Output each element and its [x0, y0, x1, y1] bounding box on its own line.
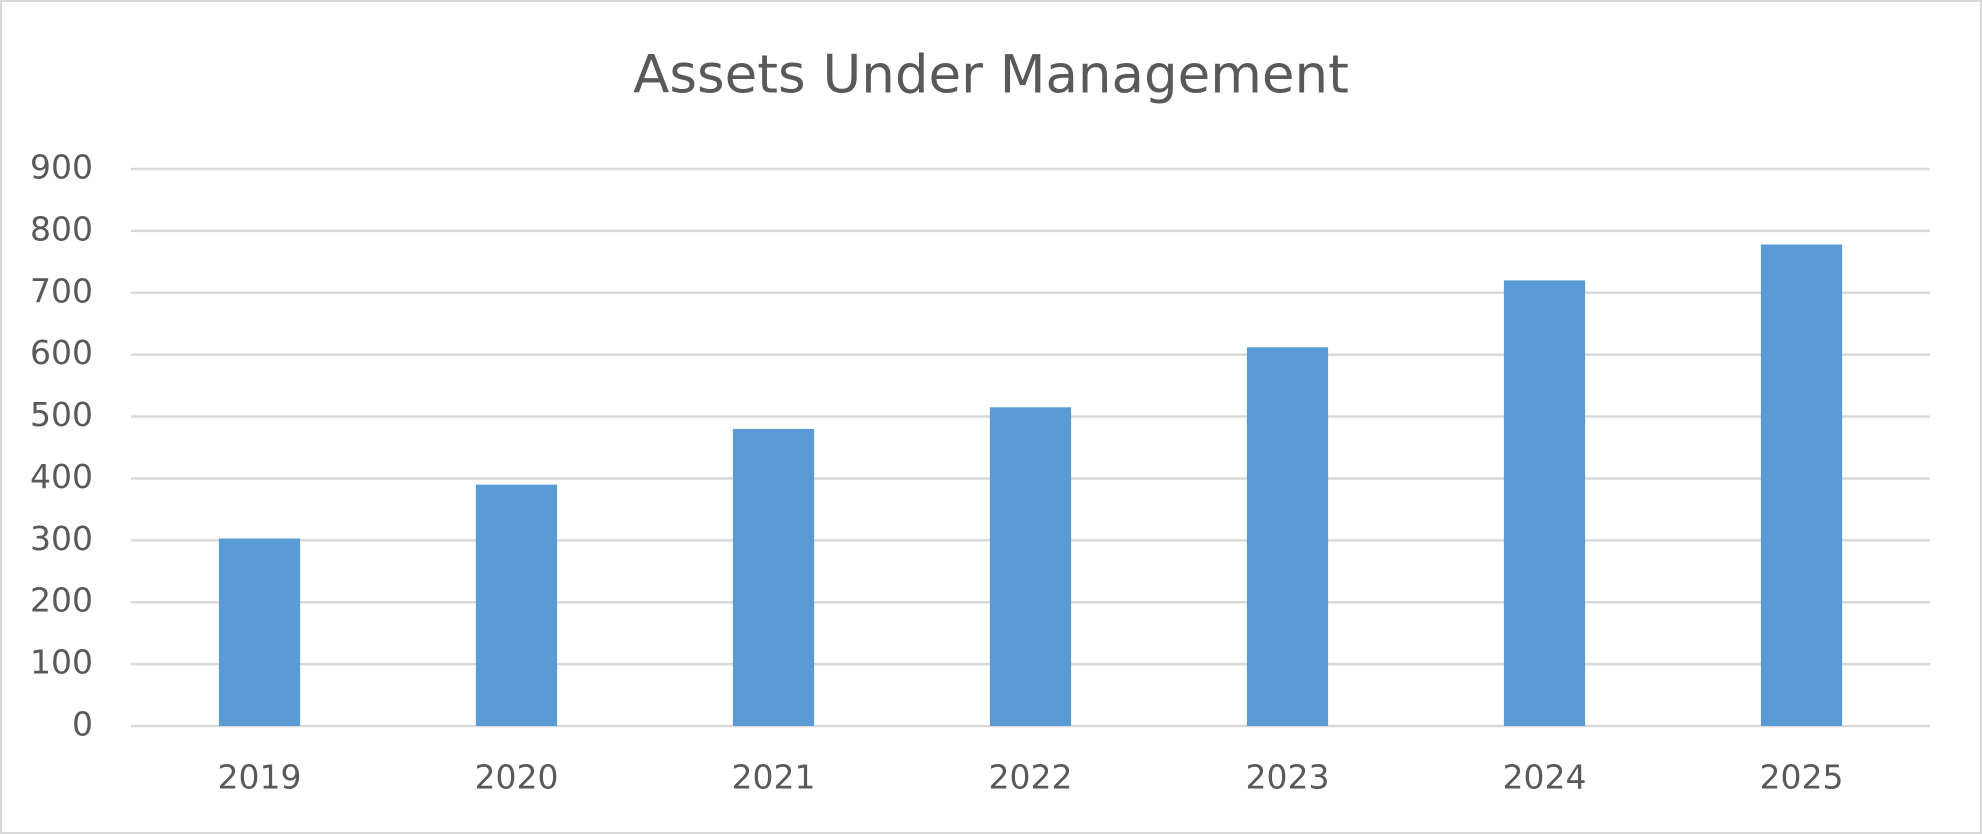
- x-tick-label: 2020: [475, 758, 559, 797]
- bar: [475, 484, 558, 726]
- bar: [732, 428, 815, 726]
- y-tick-label: 100: [30, 643, 93, 682]
- bar: [218, 538, 301, 726]
- y-tick-label: 0: [72, 705, 93, 744]
- x-tick-label: 2022: [989, 758, 1073, 797]
- y-tick-label: 600: [30, 333, 93, 372]
- x-tick-label: 2019: [218, 758, 302, 797]
- bar: [1246, 347, 1329, 726]
- y-tick-label: 900: [30, 148, 93, 187]
- bar: [989, 407, 1072, 726]
- y-tick-label: 300: [30, 519, 93, 558]
- x-tick-label: 2021: [732, 758, 816, 797]
- x-tick-label: 2025: [1760, 758, 1844, 797]
- x-tick-label: 2023: [1246, 758, 1330, 797]
- chart-title: Assets Under Management: [633, 45, 1349, 106]
- y-tick-label: 700: [30, 271, 93, 310]
- x-tick-label: 2024: [1503, 758, 1587, 797]
- y-tick-label: 400: [30, 457, 93, 496]
- bar: [1503, 280, 1586, 726]
- y-tick-label: 800: [30, 209, 93, 248]
- y-tick-label: 500: [30, 395, 93, 434]
- bar: [1760, 244, 1843, 726]
- y-tick-label: 200: [30, 581, 93, 620]
